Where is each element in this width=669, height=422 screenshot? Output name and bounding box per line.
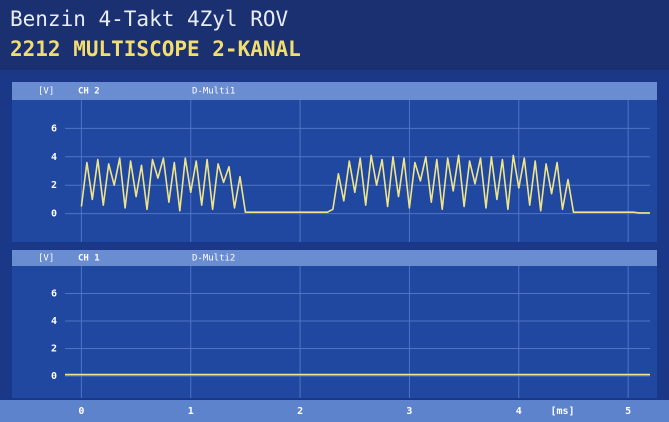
y-tick-label: 6	[51, 289, 57, 300]
y-tick-label: 4	[51, 152, 57, 163]
x-tick-label: 4	[516, 406, 522, 417]
unit-label: [V]	[38, 87, 54, 97]
x-tick-label: 3	[406, 406, 412, 417]
y-tick-label: 0	[51, 371, 57, 382]
x-tick-label: 1	[188, 406, 194, 417]
y-tick-label: 2	[51, 344, 57, 355]
plot-area	[12, 266, 657, 398]
y-tick-label: 6	[51, 123, 57, 134]
header-line1: Benzin 4-Takt 4Zyl ROV	[10, 7, 289, 31]
channel-label: CH 2	[78, 87, 100, 97]
x-tick-label: 2	[297, 406, 303, 417]
x-tick-label: 0	[78, 406, 84, 417]
source-label: D-Multi1	[192, 87, 235, 97]
y-tick-label: 0	[51, 209, 57, 220]
channel-strip	[12, 82, 657, 100]
x-axis-label: [ms]	[550, 406, 574, 417]
page: Benzin 4-Takt 4Zyl ROV 2212 MULTISCOPE 2…	[0, 0, 669, 422]
unit-label: [V]	[38, 254, 54, 264]
header-line2: 2212 MULTISCOPE 2-KANAL	[10, 37, 301, 61]
y-tick-label: 2	[51, 180, 57, 191]
plot-area	[12, 100, 657, 242]
channel-strip	[12, 250, 657, 266]
channel-label: CH 1	[78, 254, 100, 264]
y-tick-label: 4	[51, 316, 57, 327]
x-tick-label: 5	[625, 406, 631, 417]
screen: Benzin 4-Takt 4Zyl ROV 2212 MULTISCOPE 2…	[0, 0, 669, 422]
source-label: D-Multi2	[192, 254, 235, 264]
